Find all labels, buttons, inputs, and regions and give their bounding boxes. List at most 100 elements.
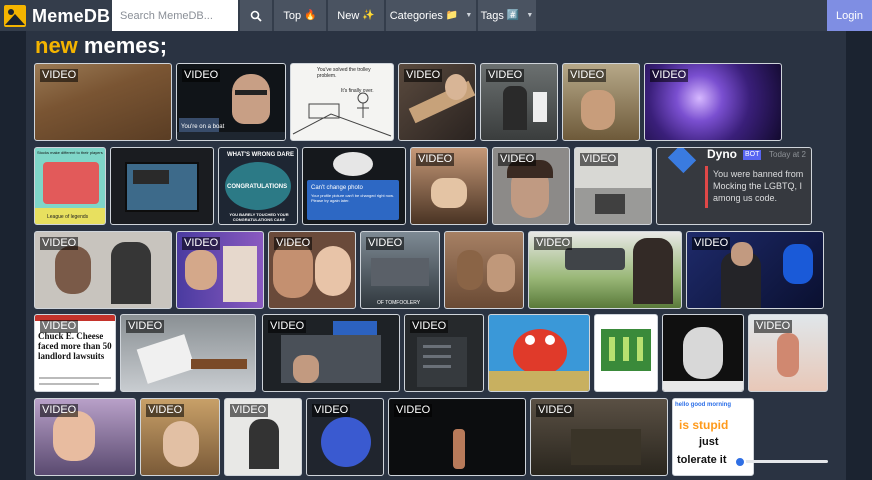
new-button[interactable]: New ✨ [328, 0, 384, 31]
meme-heisenberg[interactable]: VIDEO You're on a boat [176, 63, 286, 141]
categories-label: Categories [389, 9, 443, 22]
meme-caption: hello good morning [675, 402, 731, 408]
meme-blue-screen[interactable]: VIDEO [306, 398, 384, 476]
search-button[interactable] [240, 0, 272, 31]
meme-caption: Can't change photo [311, 185, 363, 191]
meme-caption: tolerate it [677, 454, 727, 466]
meme-caption: BOT [743, 150, 762, 160]
meme-cant-change-photo[interactable]: Can't change photo Your profile picture … [302, 147, 406, 225]
meme-caption: CONGRATULATIONS [227, 184, 288, 190]
meme-cats-brown[interactable] [444, 231, 524, 309]
video-badge: VIDEO [498, 153, 537, 166]
sparkles-icon: ✨ [362, 10, 375, 21]
meme-room[interactable]: VIDEO [480, 63, 558, 141]
video-badge: VIDEO [650, 69, 689, 82]
title-rest: memes; [77, 33, 168, 58]
meme-office[interactable]: VIDEO [574, 147, 652, 225]
meme-dark-bottle[interactable]: VIDEO [388, 398, 526, 476]
search-input[interactable] [112, 0, 238, 31]
meme-phone-dark[interactable]: VIDEO [404, 314, 484, 392]
meme-caption: You were banned from [713, 169, 804, 179]
meme-caption: It's finally over. [341, 88, 374, 94]
hashtag-icon: #️⃣ [506, 10, 520, 21]
meme-tomfoolery[interactable]: VIDEO OF TOMFOOLERY [360, 231, 440, 309]
trolley-sketch-icon [292, 92, 392, 137]
slider-knob[interactable] [734, 456, 746, 468]
meme-caption: OF TOMFOOLERY [377, 300, 421, 306]
brand[interactable]: MemeDB [4, 4, 110, 28]
video-badge: VIDEO [486, 69, 525, 82]
meme-caption: Today at 2 [769, 150, 806, 159]
video-badge: VIDEO [404, 69, 443, 82]
meme-guitar[interactable]: VIDEO [398, 63, 476, 141]
caret-down-icon: ▼ [465, 12, 473, 19]
meme-cats-paws[interactable]: VIDEO [410, 147, 488, 225]
video-badge: VIDEO [568, 69, 607, 82]
meme-green-figures[interactable] [594, 314, 658, 392]
meme-girl-closeup[interactable]: VIDEO [492, 147, 570, 225]
meme-boat-crash[interactable]: VIDEO [120, 314, 256, 392]
folder-icon: 📁 [445, 10, 459, 21]
video-badge: VIDEO [754, 320, 793, 333]
fire-icon: 🔥 [304, 10, 317, 21]
slider-track [738, 460, 828, 463]
meme-mr-krabs[interactable] [488, 314, 590, 392]
video-badge: VIDEO [40, 237, 79, 250]
video-badge: VIDEO [230, 404, 269, 417]
tags-dropdown[interactable]: Tags #️⃣ ▼ [478, 0, 536, 31]
meme-leaves[interactable]: VIDEO [34, 63, 172, 141]
page-title: new memes; [35, 33, 167, 59]
categories-dropdown[interactable]: Categories 📁 ▼ [386, 0, 476, 31]
video-badge: VIDEO [692, 237, 731, 250]
meme-caption: is stupid [679, 418, 729, 432]
meme-facetime[interactable]: VIDEO [176, 231, 264, 309]
meme-caption: among us code. [713, 193, 778, 203]
meme-streamer[interactable]: VIDEO [34, 398, 136, 476]
meme-gun[interactable]: VIDEO [528, 231, 682, 309]
meme-caption: You've solved the trolley problem. [317, 67, 371, 79]
top-navbar: MemeDB Top 🔥 New ✨ Categories 📁 ▼ Tags #… [0, 0, 872, 31]
meme-caption: YOU BARELY TOUCHED YOUR CONGRATULATIONS … [229, 212, 289, 222]
meme-caption: Stocks make different to their players [37, 150, 103, 155]
meme-tv-screen[interactable] [110, 147, 214, 225]
video-badge: VIDEO [536, 404, 575, 417]
meme-baby-face[interactable]: VIDEO [268, 231, 356, 309]
video-badge: VIDEO [40, 69, 79, 82]
meme-gif-room[interactable]: VIDEO [530, 398, 668, 476]
meme-caption: just [699, 436, 719, 448]
meme-trolley-problem[interactable]: You've solved the trolley problem. It's … [290, 63, 394, 141]
meme-sonic-news[interactable]: VIDEO [686, 231, 824, 309]
meme-cake[interactable]: WHAT'S WRONG DARE CONGRATULATIONS YOU BA… [218, 147, 298, 225]
video-badge: VIDEO [410, 320, 449, 333]
video-badge: VIDEO [312, 404, 351, 417]
video-badge: VIDEO [146, 404, 185, 417]
meme-caption: League of legends [47, 214, 89, 220]
video-badge: VIDEO [268, 320, 307, 333]
meme-caption: Mocking the LGBTQ, I [713, 181, 803, 191]
video-badge: VIDEO [182, 69, 221, 82]
meme-window[interactable]: VIDEO [262, 314, 400, 392]
new-label: New [337, 9, 360, 22]
video-badge: VIDEO [534, 237, 573, 250]
meme-person-back[interactable]: VIDEO [224, 398, 302, 476]
meme-caption: You're on a boat [181, 124, 225, 130]
meme-dyno-ban[interactable]: Dyno BOT Today at 2 You were banned from… [656, 147, 812, 225]
video-badge: VIDEO [580, 153, 619, 166]
meme-galaxy[interactable]: VIDEO [644, 63, 782, 141]
meme-league-comic[interactable]: Stocks make different to their players L… [34, 147, 106, 225]
top-button[interactable]: Top 🔥 [274, 0, 326, 31]
meme-caption: Dyno [707, 147, 737, 161]
meme-beach[interactable]: VIDEO [748, 314, 828, 392]
login-button[interactable]: Login [827, 0, 872, 31]
meme-hallway[interactable]: VIDEO [562, 63, 640, 141]
meme-chuck-e-cheese[interactable]: Chuck E. Cheese faced more than 50 landl… [34, 314, 116, 392]
meme-guy-clap[interactable]: VIDEO [34, 231, 172, 309]
meme-old-man[interactable]: VIDEO [140, 398, 220, 476]
title-accent: new [35, 33, 78, 58]
image-icon [4, 5, 26, 27]
video-badge: VIDEO [182, 237, 221, 250]
video-badge: VIDEO [394, 404, 433, 417]
video-badge: VIDEO [274, 237, 313, 250]
volume-slider[interactable] [734, 456, 828, 468]
meme-black-white[interactable] [662, 314, 744, 392]
